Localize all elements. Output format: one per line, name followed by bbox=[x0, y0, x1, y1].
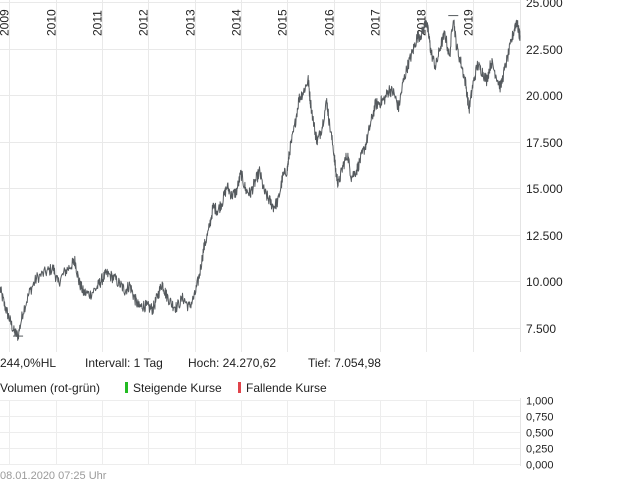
volume-legend-label: Volumen (rot-grün) bbox=[0, 381, 101, 395]
x-tick-label: 2009 bbox=[0, 9, 12, 36]
price-series bbox=[0, 15, 521, 341]
y-tick-label: 12.500 bbox=[526, 229, 563, 243]
rising-legend-label: Steigende Kurse bbox=[133, 381, 222, 395]
volume-tick-label: 0,250 bbox=[526, 444, 554, 456]
y-axis-ticks: 7.500 10.000 12.500 15.000 17.500 20.000 22.50… bbox=[526, 0, 563, 336]
low-label: Tief: 7.054,98 bbox=[308, 356, 381, 370]
y-tick-label: 25.000 bbox=[526, 0, 563, 10]
volume-axis-ticks: 1,000 0,750 0,500 0,250 0,000 bbox=[526, 396, 554, 472]
y-tick-label: 10.000 bbox=[526, 275, 563, 289]
x-tick-label: 2018 bbox=[415, 9, 429, 36]
falling-legend-label: Fallende Kurse bbox=[246, 381, 327, 395]
x-tick-label: 2013 bbox=[184, 9, 198, 36]
volume-tick-label: 0,750 bbox=[526, 412, 554, 424]
volume-tick-label: 0,500 bbox=[526, 428, 554, 440]
x-tick-label: 2019 bbox=[462, 9, 476, 36]
y-tick-label: 17.500 bbox=[526, 136, 563, 150]
x-tick-label: 2010 bbox=[45, 9, 59, 36]
x-tick-label: 2014 bbox=[230, 9, 244, 36]
y-tick-label: 22.500 bbox=[526, 43, 563, 57]
high-label: Hoch: 24.270,62 bbox=[188, 356, 277, 370]
y-tick-label: 7.500 bbox=[526, 322, 556, 336]
interval-label: Intervall: 1 Tag bbox=[85, 356, 163, 370]
volume-gridlines bbox=[0, 398, 521, 466]
range-label: 244,0%HL bbox=[0, 356, 57, 370]
x-tick-label: 2015 bbox=[276, 9, 290, 36]
timestamp: 08.01.2020 07:25 Uhr bbox=[0, 470, 107, 482]
volume-tick-label: 0,000 bbox=[526, 460, 554, 472]
x-tick-label: 2012 bbox=[137, 9, 151, 36]
y-tick-label: 15.000 bbox=[526, 182, 563, 196]
x-axis-ticks: 2009 2010 2011 2012 2013 2014 2015 2016 2017 2018… bbox=[0, 9, 476, 36]
x-tick-label: 2011 bbox=[91, 10, 105, 36]
rising-legend: Steigende Kurse bbox=[125, 381, 222, 395]
y-tick-label: 20.000 bbox=[526, 89, 563, 103]
falling-legend: Fallende Kurse bbox=[238, 381, 327, 395]
falling-color-swatch bbox=[238, 382, 241, 393]
price-series-line bbox=[0, 19, 521, 341]
x-tick-label: 2017 bbox=[369, 9, 383, 36]
volume-tick-label: 1,000 bbox=[526, 396, 554, 408]
rising-color-swatch bbox=[125, 382, 128, 393]
x-tick-label: 2016 bbox=[323, 9, 337, 36]
